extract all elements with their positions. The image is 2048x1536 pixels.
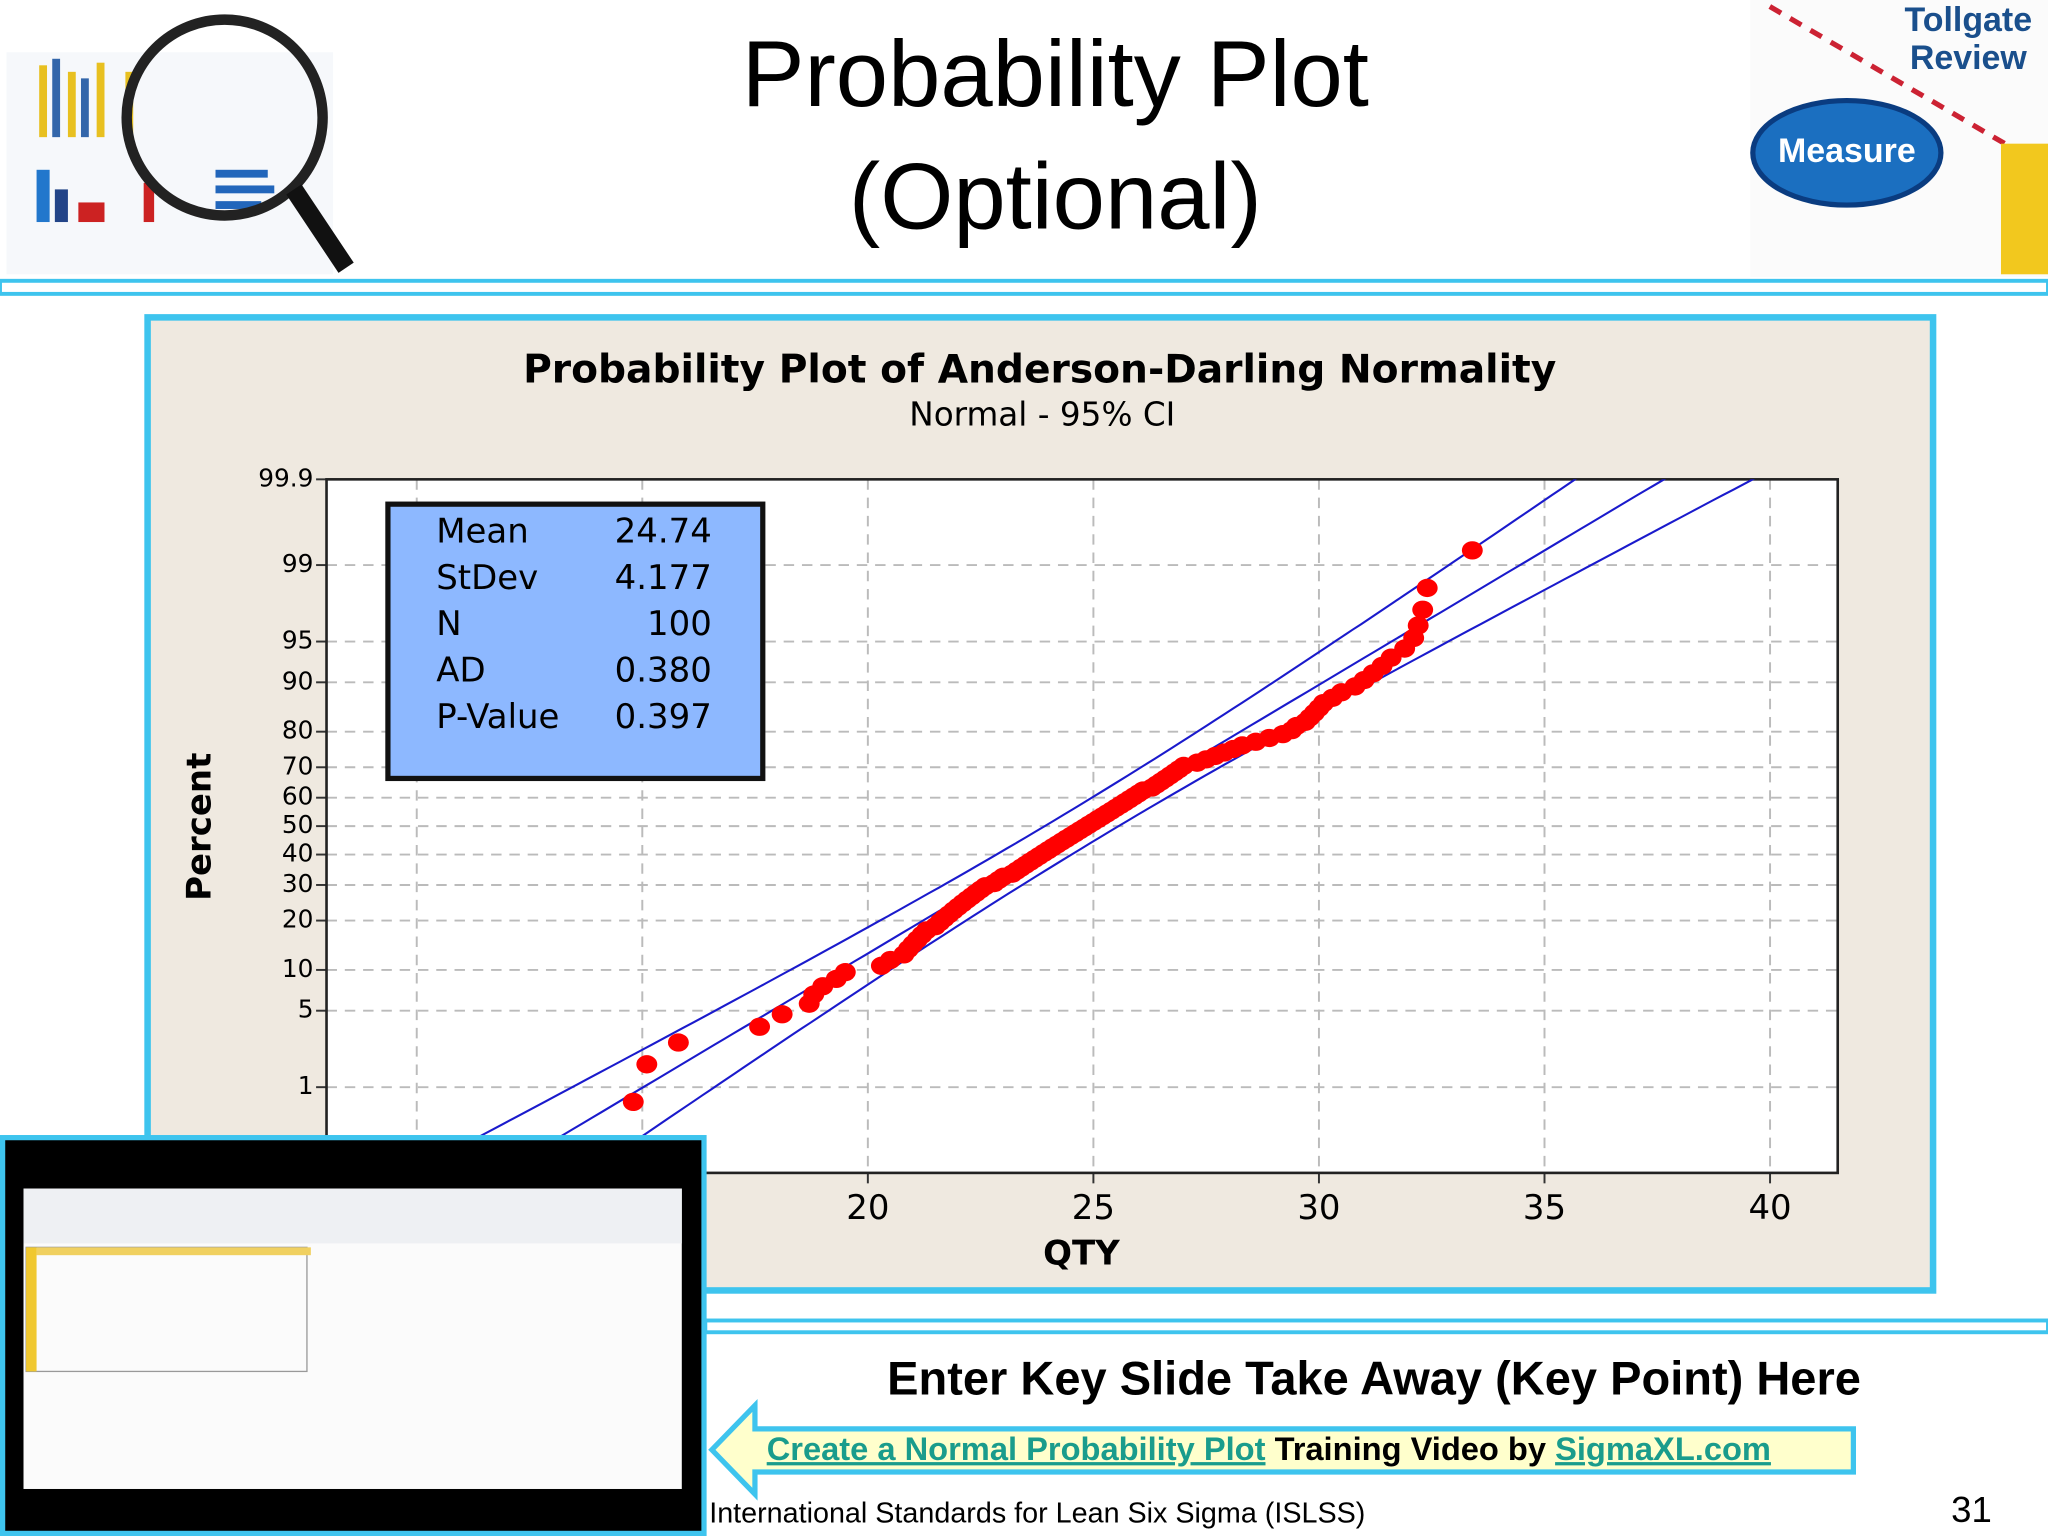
data-point: [834, 962, 856, 982]
data-point: [622, 1092, 644, 1112]
data-point: [771, 1005, 793, 1024]
x-tick-label: 20: [846, 1188, 889, 1228]
stat-label: P-Value: [436, 697, 559, 737]
plot: 101520253035400.115102030405060708090959…: [258, 463, 1840, 1228]
x-tick-label: 30: [1297, 1188, 1340, 1228]
data-point: [749, 1017, 771, 1036]
chart-subtitle: Normal - 95% CI: [909, 396, 1175, 434]
y-tick-label: 1: [298, 1071, 314, 1100]
y-tick-label: 50: [282, 810, 314, 839]
title-line: Probability Plot: [742, 21, 1369, 126]
y-tick-label: 99: [282, 549, 314, 578]
data-point: [667, 1033, 689, 1052]
chart-title: Probability Plot of Anderson-Darling Nor…: [523, 348, 1556, 393]
data-point: [1412, 600, 1434, 619]
page-number: 31: [1951, 1489, 1992, 1530]
stat-value: 0.397: [615, 697, 712, 737]
y-tick-label: 80: [282, 716, 314, 745]
x-tick-label: 25: [1072, 1188, 1115, 1228]
y-tick-label: 30: [282, 869, 314, 898]
plot-border: [325, 478, 1840, 1175]
stat-label: Mean: [436, 511, 528, 551]
y-tick-label: 5: [298, 995, 314, 1024]
data-point: [1461, 541, 1483, 560]
stat-value: 100: [647, 604, 712, 644]
y-tick-label: 70: [282, 751, 314, 780]
badge: Measure Tollgate Review: [1750, 0, 2048, 277]
footer-rule: [703, 1318, 2048, 1335]
takeaway: Enter Key Slide Take Away (Key Point) He…: [887, 1351, 1861, 1404]
y-tick-label: 90: [282, 666, 314, 695]
link-middle: Training Video by: [1266, 1430, 1556, 1467]
header-rule: [0, 278, 2048, 296]
stat-value: 0.380: [615, 651, 712, 691]
y-tick-label: 40: [282, 839, 314, 868]
badge-text: Tollgate: [1905, 1, 2033, 39]
title-line: (Optional): [849, 144, 1262, 249]
organization: International Standards for Lean Six Sig…: [709, 1498, 1365, 1530]
link-line: Create a Normal Probability Plot Trainin…: [767, 1430, 1771, 1467]
y-tick-label: 60: [282, 782, 314, 811]
data-point: [1416, 578, 1438, 598]
y-tick-label: 99.9: [258, 463, 313, 492]
site-link[interactable]: SigmaXL.com: [1555, 1430, 1771, 1467]
y-tick-label: 10: [282, 954, 314, 983]
video-thumbnail[interactable]: [0, 1135, 707, 1536]
data-point: [1407, 616, 1429, 635]
x-tick-label: 35: [1523, 1188, 1566, 1228]
x-axis-label: QTY: [1043, 1234, 1120, 1274]
y-tick-label: 20: [282, 905, 314, 934]
title: Probability Plot (Optional): [742, 21, 1369, 249]
stat-label: StDev: [436, 558, 538, 598]
stat-value: 4.177: [615, 558, 712, 598]
video-link[interactable]: Create a Normal Probability Plot: [767, 1430, 1266, 1467]
stat-label: N: [436, 604, 461, 644]
x-tick-label: 40: [1748, 1188, 1791, 1228]
stat-value: 24.74: [615, 511, 712, 551]
data-point: [636, 1055, 658, 1074]
y-tick-label: 95: [282, 626, 314, 655]
arrow-banner: [708, 1398, 1856, 1501]
header-image: [6, 14, 354, 275]
stat-label: AD: [436, 651, 485, 691]
badge-label: Measure: [1778, 132, 1916, 170]
stats-box: Mean 24.74 StDev 4.177 N 100 AD 0.380 P-Value 0.3…: [385, 501, 766, 782]
badge-text: Review: [1910, 39, 2028, 77]
y-axis-label: Percent: [180, 753, 220, 901]
